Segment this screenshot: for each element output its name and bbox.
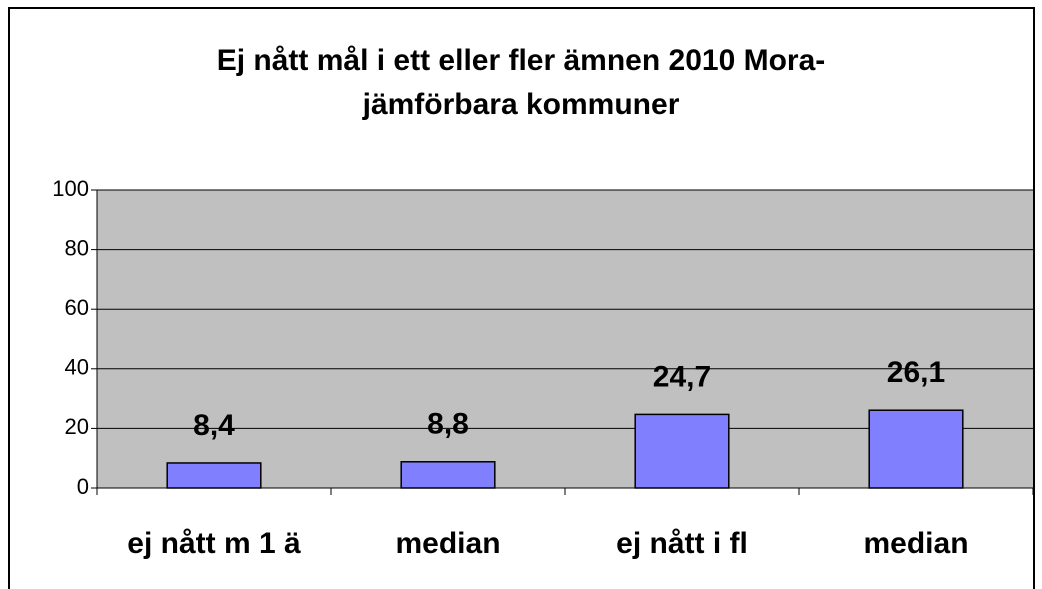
x-tick-label: median [863,527,968,560]
chart-title: Ej nått mål i ett eller fler ämnen 2010 … [217,44,826,77]
x-tick-label: median [395,527,500,560]
data-label: 24,7 [653,360,711,393]
y-tick-label: 80 [65,235,89,260]
data-label: 8,8 [427,408,469,441]
y-tick-label: 100 [52,176,89,201]
x-tick-label: ej nått i fl [616,527,748,560]
y-tick-label: 20 [65,414,89,439]
chart-title: jämförbara kommuner [362,88,680,121]
y-tick-label: 60 [65,295,89,320]
data-label: 26,1 [887,356,945,389]
bar [166,462,262,489]
chart-border [8,7,1035,589]
bar [868,409,964,489]
x-tick-label: ej nått m 1 ä [127,527,301,560]
bar [400,461,496,489]
y-tick-label: 40 [65,355,89,380]
bar [634,413,730,489]
y-tick-label: 0 [77,474,89,499]
data-label: 8,4 [193,409,235,442]
